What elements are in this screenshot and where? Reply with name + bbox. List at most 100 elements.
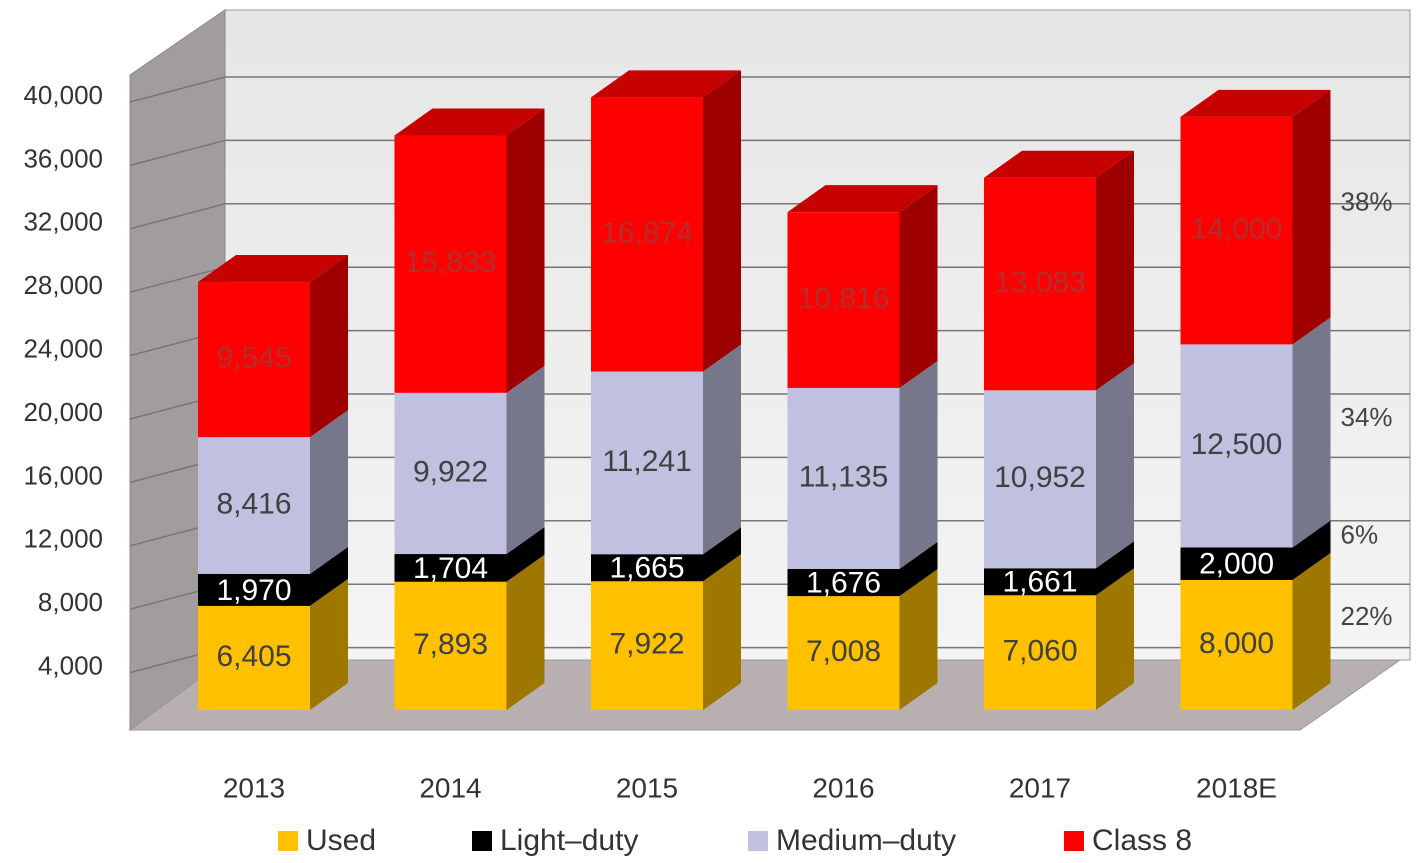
data-label: 1,704: [413, 552, 488, 585]
bar: [394, 135, 507, 393]
data-label: 8,416: [216, 487, 291, 520]
bar-top: [984, 150, 1134, 178]
y-tick-label: 32,000: [23, 207, 103, 237]
bar-side: [310, 546, 348, 606]
x-tick-label: 2017: [1009, 772, 1071, 803]
y-tick-label: 20,000: [23, 397, 103, 427]
data-label: 10,816: [798, 282, 890, 315]
data-label: 15,833: [405, 246, 497, 279]
data-label: 11,135: [799, 460, 889, 493]
y-tick-label: 4,000: [38, 650, 103, 680]
bar-side: [1292, 317, 1331, 548]
bar-side: [703, 70, 741, 372]
data-label: 14,000: [1191, 213, 1283, 246]
y-tick-label: 28,000: [23, 270, 103, 300]
legend-swatch: [278, 831, 298, 851]
bar-side: [506, 365, 545, 555]
bar-side: [310, 578, 348, 710]
bar: [787, 596, 900, 710]
bar-top: [591, 70, 741, 98]
bar-side: [310, 255, 348, 438]
data-label: 10,952: [994, 461, 1086, 494]
data-label: 13,083: [994, 266, 1086, 299]
bar: [787, 212, 900, 388]
bar-side: [703, 527, 741, 582]
bar: [591, 371, 703, 555]
data-label: 2,000: [1199, 548, 1274, 581]
x-tick-label: 2013: [223, 772, 285, 803]
bar-side: [1096, 363, 1134, 569]
bar: [984, 390, 1096, 569]
data-label: 12,500: [1191, 428, 1283, 461]
data-label: 9,922: [413, 455, 488, 488]
bar-side: [899, 541, 938, 597]
data-label: 7,008: [806, 635, 881, 668]
data-label: 6,405: [216, 640, 291, 673]
y-tick-label: 8,000: [38, 587, 103, 617]
data-label: 1,676: [806, 566, 881, 599]
annotation: 6%: [1341, 520, 1379, 550]
bar: [1180, 547, 1293, 580]
bar-side: [899, 185, 938, 388]
bar-side: [1292, 89, 1331, 345]
legend-label: Used: [306, 824, 376, 857]
bar: [394, 392, 507, 555]
data-label: 1,970: [216, 574, 291, 607]
bar-side: [1096, 568, 1134, 710]
y-tick-label: 12,000: [23, 524, 103, 554]
x-tick-label: 2016: [812, 772, 874, 803]
bar: [984, 177, 1096, 391]
data-label: 16,874: [601, 216, 693, 249]
y-tick-label: 36,000: [23, 143, 103, 173]
data-label: 7,893: [413, 628, 488, 661]
bar: [394, 554, 507, 582]
bar: [394, 581, 507, 710]
legend-swatch: [1064, 831, 1084, 851]
bar: [1180, 344, 1293, 548]
bar: [787, 387, 900, 569]
bar: [1180, 580, 1293, 710]
data-label: 1,661: [1002, 566, 1077, 599]
x-tick-label: 2014: [419, 772, 481, 803]
data-label: 11,241: [602, 445, 692, 478]
bar: [1180, 116, 1293, 345]
bar: [198, 573, 310, 606]
annotation: 34%: [1341, 402, 1393, 432]
bar: [591, 581, 703, 710]
bar-side: [1292, 520, 1331, 580]
bar-side: [703, 344, 741, 555]
data-label: 1,665: [609, 552, 684, 585]
bar-top: [1180, 89, 1331, 117]
bar: [787, 568, 900, 597]
data-label: 8,000: [1199, 627, 1274, 660]
bar-side: [506, 108, 545, 393]
bar-side: [1292, 553, 1331, 710]
bar-side: [310, 410, 348, 574]
data-label: 9,545: [216, 342, 291, 375]
y-tick-label: 24,000: [23, 333, 103, 363]
x-tick-label: 2015: [616, 772, 678, 803]
legend-label: Light–duty: [500, 824, 638, 857]
bar: [198, 605, 310, 710]
grid-line: [129, 76, 1410, 103]
legend-label: Medium–duty: [776, 824, 956, 857]
bar-side: [1096, 150, 1134, 391]
bar-side: [506, 527, 545, 582]
bar-side: [1096, 541, 1134, 596]
bar-side: [899, 360, 938, 569]
bar: [984, 568, 1096, 596]
bar-top: [198, 255, 348, 283]
annotation: 38%: [1341, 187, 1393, 217]
y-tick-label: 16,000: [23, 460, 103, 490]
legend-label: Class 8: [1092, 824, 1192, 857]
bar-side: [703, 554, 741, 710]
bar: [198, 282, 310, 438]
bar: [591, 97, 703, 372]
annotation: 22%: [1341, 601, 1393, 631]
legend-swatch: [748, 831, 768, 851]
bar-top: [787, 185, 938, 213]
bar-side: [506, 554, 545, 710]
bar-side: [899, 569, 938, 710]
data-label: 7,922: [609, 628, 684, 661]
